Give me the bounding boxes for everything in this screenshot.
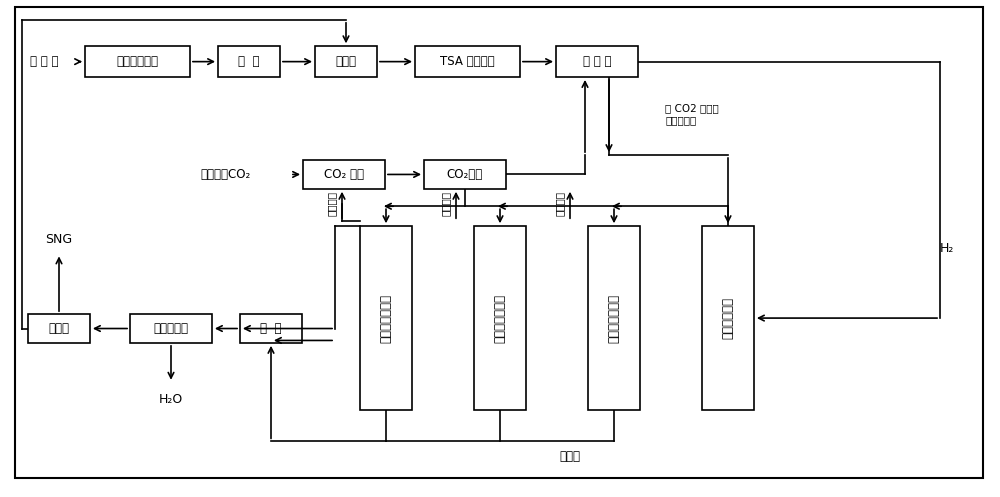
Bar: [85, 46, 190, 77]
Text: 热量移出: 热量移出: [555, 191, 565, 216]
Text: 热量移出: 热量移出: [441, 191, 451, 216]
Bar: [240, 314, 302, 343]
Text: SNG: SNG: [45, 233, 73, 246]
Text: 稀释气混合器: 稀释气混合器: [722, 297, 734, 339]
Text: 二段甲烷化反应: 二段甲烷化反应: [494, 294, 507, 342]
Bar: [315, 46, 377, 77]
Text: 液态商品CO₂: 液态商品CO₂: [200, 168, 250, 181]
Text: 一段甲烷化反应: 一段甲烷化反应: [608, 294, 620, 342]
Bar: [28, 314, 90, 343]
Text: 精 脱 硫: 精 脱 硫: [583, 55, 611, 68]
Bar: [556, 46, 638, 77]
Text: 压  缩: 压 缩: [260, 322, 282, 335]
Bar: [218, 46, 280, 77]
Bar: [474, 226, 526, 410]
Text: CO₂气化: CO₂气化: [447, 168, 483, 181]
Text: 循环气: 循环气: [560, 450, 580, 463]
Text: 焦 炉 气: 焦 炉 气: [30, 55, 58, 68]
Text: 热量移出: 热量移出: [327, 191, 337, 216]
Bar: [588, 226, 640, 410]
Text: 压  缩: 压 缩: [238, 55, 260, 68]
Text: 膜分离: 膜分离: [48, 322, 70, 335]
Text: 补 CO2 后的精
脱硫焦炉气: 补 CO2 后的精 脱硫焦炉气: [665, 103, 719, 125]
Bar: [360, 226, 412, 410]
Text: 气液分离器: 气液分离器: [154, 322, 188, 335]
Text: H₂: H₂: [940, 242, 954, 255]
Bar: [303, 160, 385, 189]
Text: TSA 深度净化: TSA 深度净化: [440, 55, 495, 68]
Bar: [424, 160, 506, 189]
Text: 初脱硫: 初脱硫: [336, 55, 356, 68]
Bar: [415, 46, 520, 77]
Text: 三段甲烷化反应: 三段甲烷化反应: [380, 294, 392, 342]
Text: 粗脱萘及焦油: 粗脱萘及焦油: [116, 55, 158, 68]
Text: H₂O: H₂O: [159, 393, 183, 406]
Bar: [130, 314, 212, 343]
Bar: [702, 226, 754, 410]
Text: CO₂ 储槽: CO₂ 储槽: [324, 168, 364, 181]
